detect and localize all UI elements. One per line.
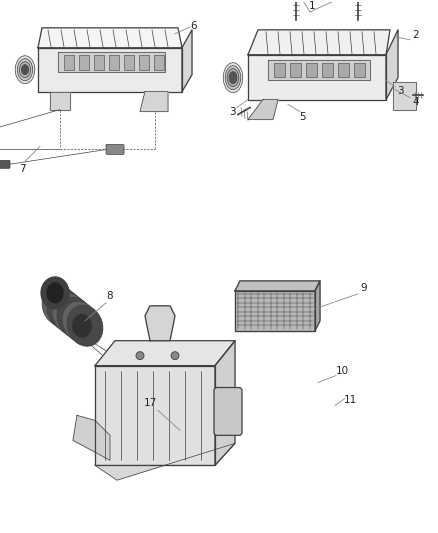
Polygon shape bbox=[215, 341, 235, 465]
Polygon shape bbox=[315, 281, 320, 331]
Ellipse shape bbox=[42, 285, 78, 326]
Polygon shape bbox=[50, 92, 70, 109]
Ellipse shape bbox=[227, 69, 239, 87]
Ellipse shape bbox=[223, 63, 243, 93]
Text: 1: 1 bbox=[309, 1, 315, 11]
Ellipse shape bbox=[15, 56, 35, 84]
Text: 10: 10 bbox=[336, 366, 349, 376]
Circle shape bbox=[136, 352, 144, 360]
Polygon shape bbox=[386, 30, 398, 100]
Polygon shape bbox=[182, 30, 192, 92]
Polygon shape bbox=[95, 341, 235, 366]
Polygon shape bbox=[139, 55, 149, 70]
Circle shape bbox=[171, 352, 179, 360]
Text: 5: 5 bbox=[299, 111, 305, 122]
FancyBboxPatch shape bbox=[0, 160, 10, 168]
Polygon shape bbox=[154, 55, 164, 70]
Text: 3: 3 bbox=[397, 86, 403, 95]
Ellipse shape bbox=[57, 297, 93, 338]
Polygon shape bbox=[290, 63, 301, 77]
Ellipse shape bbox=[62, 301, 98, 342]
Polygon shape bbox=[274, 63, 285, 77]
Ellipse shape bbox=[19, 62, 31, 78]
Polygon shape bbox=[248, 55, 386, 100]
Text: 4: 4 bbox=[413, 96, 419, 107]
Text: 11: 11 bbox=[343, 395, 357, 406]
Polygon shape bbox=[58, 52, 165, 71]
Ellipse shape bbox=[229, 71, 237, 84]
Text: 17: 17 bbox=[143, 399, 157, 408]
Polygon shape bbox=[38, 48, 182, 92]
Ellipse shape bbox=[17, 59, 33, 80]
Polygon shape bbox=[95, 366, 215, 465]
Polygon shape bbox=[235, 291, 315, 331]
Text: 2: 2 bbox=[413, 30, 419, 40]
Polygon shape bbox=[73, 415, 110, 461]
Ellipse shape bbox=[67, 305, 103, 346]
Polygon shape bbox=[94, 55, 104, 70]
FancyBboxPatch shape bbox=[214, 387, 242, 435]
Text: 6: 6 bbox=[191, 21, 197, 31]
Polygon shape bbox=[354, 63, 365, 77]
Polygon shape bbox=[268, 60, 370, 79]
Ellipse shape bbox=[225, 66, 241, 90]
Ellipse shape bbox=[21, 64, 28, 75]
Polygon shape bbox=[393, 82, 416, 109]
Polygon shape bbox=[140, 92, 168, 111]
Polygon shape bbox=[306, 63, 317, 77]
Text: 8: 8 bbox=[107, 291, 113, 301]
Polygon shape bbox=[338, 63, 349, 77]
Polygon shape bbox=[109, 55, 119, 70]
Polygon shape bbox=[124, 55, 134, 70]
Ellipse shape bbox=[52, 293, 88, 334]
Text: 7: 7 bbox=[19, 164, 25, 174]
Polygon shape bbox=[322, 63, 333, 77]
Polygon shape bbox=[79, 55, 89, 70]
FancyBboxPatch shape bbox=[106, 144, 124, 155]
Text: 3: 3 bbox=[229, 107, 235, 117]
Ellipse shape bbox=[41, 277, 69, 309]
Polygon shape bbox=[38, 28, 182, 48]
Polygon shape bbox=[235, 281, 320, 291]
Polygon shape bbox=[145, 306, 175, 341]
Text: 9: 9 bbox=[360, 283, 367, 293]
Polygon shape bbox=[95, 443, 235, 480]
Polygon shape bbox=[248, 100, 278, 119]
Polygon shape bbox=[64, 55, 74, 70]
Polygon shape bbox=[248, 30, 390, 55]
Ellipse shape bbox=[72, 314, 92, 338]
Ellipse shape bbox=[46, 282, 64, 304]
Ellipse shape bbox=[47, 289, 83, 330]
